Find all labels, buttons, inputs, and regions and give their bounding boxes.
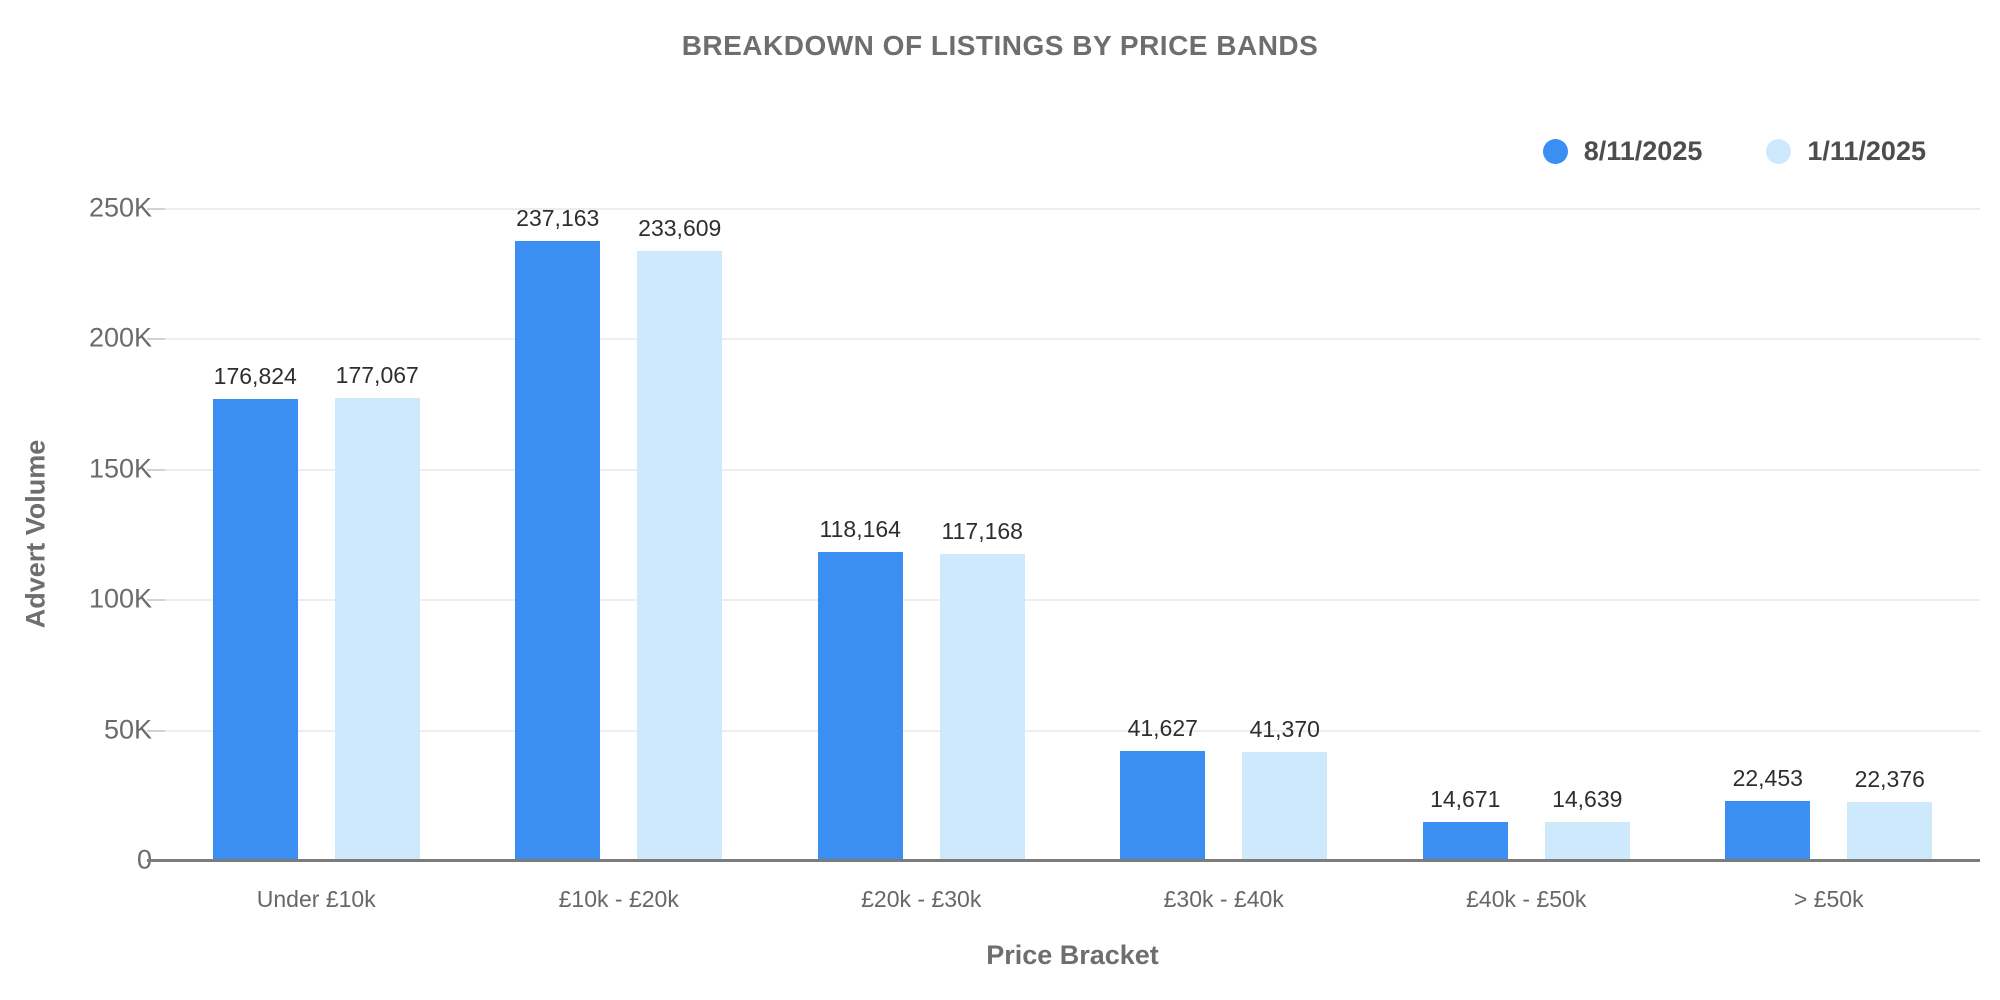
bar-series-1[interactable]: 22,376 bbox=[1847, 766, 1933, 860]
x-category-label: £30k - £40k bbox=[1163, 886, 1284, 912]
y-tick-label: 0 bbox=[136, 844, 152, 875]
chart-title: BREAKDOWN OF LISTINGS BY PRICE BANDS bbox=[681, 30, 1319, 61]
bar-value-label: 14,639 bbox=[1552, 785, 1623, 812]
bar-series-1[interactable]: 14,639 bbox=[1544, 786, 1630, 860]
bar-series-1[interactable]: 41,370 bbox=[1242, 716, 1328, 860]
bar-series-1[interactable]: 177,067 bbox=[334, 362, 420, 860]
bar-series-1[interactable]: 117,168 bbox=[939, 518, 1025, 860]
legend-item-0[interactable]: 8/11/2025 bbox=[1542, 136, 1703, 167]
bar-group-1: 237,163 233,609 bbox=[468, 205, 771, 860]
bar-value-label: 237,163 bbox=[516, 205, 600, 232]
gridline bbox=[147, 208, 1980, 210]
bar-series-0[interactable]: 237,163 bbox=[515, 205, 601, 860]
bar-value-label: 22,376 bbox=[1854, 765, 1925, 792]
gridline bbox=[147, 599, 1980, 602]
legend-label: 8/11/2025 bbox=[1583, 136, 1703, 166]
y-axis-ticks: 0 50K 100K 150K 200K 250K bbox=[0, 193, 152, 875]
gridline bbox=[147, 338, 1980, 341]
bar-value-label: 118,164 bbox=[819, 515, 901, 542]
plot-area: 176,824 177,067 237,163 233,609 118,164 117,1… bbox=[147, 205, 1981, 862]
x-category-label: Under £10k bbox=[256, 886, 376, 912]
bar-value-label: 176,824 bbox=[213, 362, 297, 389]
x-axis-categories: Under £10k £10k - £20k £20k - £30k £30k - £… bbox=[165, 886, 1980, 913]
bar-series-0[interactable]: 176,824 bbox=[212, 363, 298, 860]
bar-group-3: 41,627 41,370 bbox=[1073, 208, 1376, 860]
x-category-label: £10k - £20k bbox=[558, 886, 679, 912]
bar-value-label: 233,609 bbox=[638, 214, 722, 241]
bars-layer: 176,824 177,067 237,163 233,609 118,164 117,1… bbox=[165, 205, 1981, 860]
x-category-label: £40k - £50k bbox=[1466, 886, 1587, 912]
y-tick-label: 200K bbox=[88, 322, 152, 353]
x-category-label: > £50k bbox=[1793, 886, 1864, 912]
legend-item-1[interactable]: 1/11/2025 bbox=[1766, 136, 1926, 167]
x-category-label: £20k - £30k bbox=[861, 886, 982, 912]
y-tick-label: 50K bbox=[103, 714, 152, 745]
bar-value-label: 117,168 bbox=[941, 518, 1023, 545]
legend-dot-icon bbox=[1542, 139, 1568, 164]
y-tick-label: 150K bbox=[88, 453, 152, 484]
bar-series-0[interactable]: 22,453 bbox=[1725, 765, 1811, 860]
legend-label: 1/11/2025 bbox=[1807, 136, 1926, 166]
x-axis-title: Price Bracket bbox=[986, 940, 1159, 970]
chart-legend: 8/11/2025 1/11/2025 bbox=[1542, 136, 1926, 167]
gridline bbox=[147, 729, 1980, 732]
bar-group-0: 176,824 177,067 bbox=[165, 208, 468, 860]
bar-value-label: 14,671 bbox=[1430, 785, 1501, 812]
x-axis-baseline bbox=[147, 859, 1980, 862]
bar-series-0[interactable]: 14,671 bbox=[1422, 786, 1508, 860]
legend-dot-icon bbox=[1766, 139, 1792, 164]
bar-series-0[interactable]: 118,164 bbox=[817, 516, 903, 860]
bar-group-2: 118,164 117,168 bbox=[770, 208, 1073, 860]
gridline bbox=[147, 468, 1980, 471]
bar-value-label: 41,627 bbox=[1127, 715, 1198, 742]
bar-value-label: 41,370 bbox=[1249, 716, 1320, 743]
bar-group-4: 14,671 14,639 bbox=[1375, 208, 1678, 860]
bar-value-label: 22,453 bbox=[1732, 765, 1803, 792]
y-tick-label: 100K bbox=[88, 583, 152, 614]
y-tick-label: 250K bbox=[88, 192, 152, 223]
bar-group-5: 22,453 22,376 bbox=[1678, 208, 1981, 860]
bar-value-label: 177,067 bbox=[335, 362, 419, 389]
bar-series-1[interactable]: 233,609 bbox=[637, 215, 723, 860]
bar-series-0[interactable]: 41,627 bbox=[1120, 715, 1206, 860]
